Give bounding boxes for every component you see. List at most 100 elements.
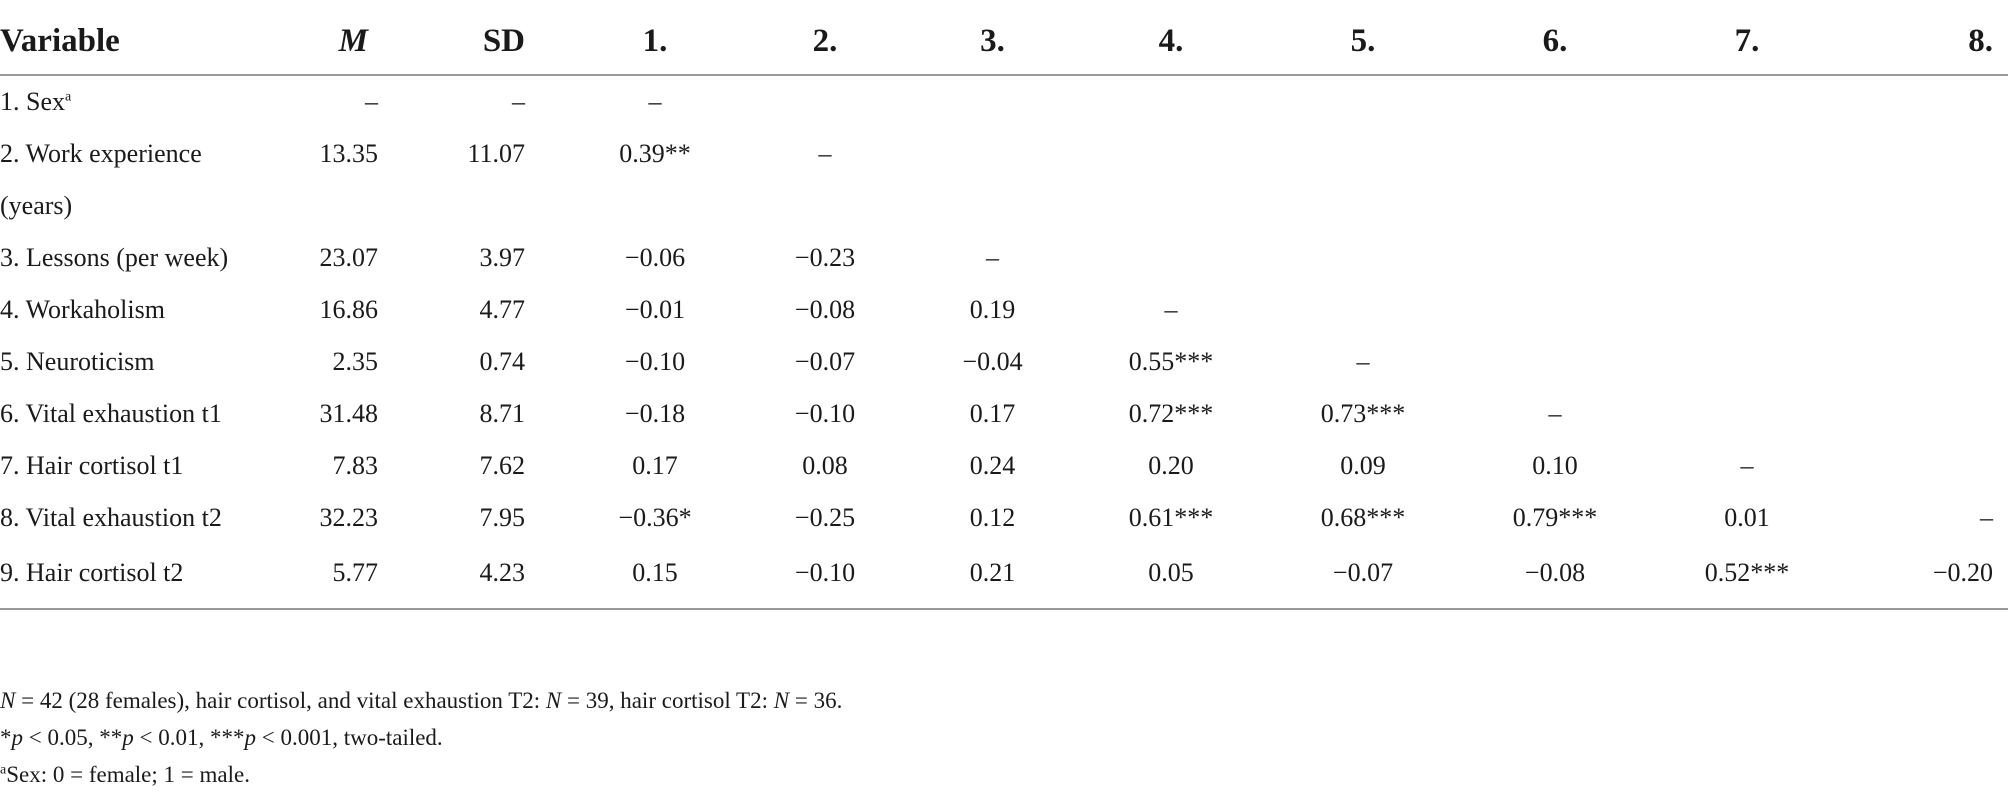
note-sex-coding: aSex: 0 = female; 1 = male. xyxy=(0,762,250,787)
table-row: 3. Lessons (per week) 23.07 3.97 −0.06 −… xyxy=(0,232,2008,284)
corr-cell-1: −0.06 xyxy=(624,243,686,272)
header-sd: SD xyxy=(400,8,570,76)
header-col-7: 7. xyxy=(1651,8,1843,76)
corr-cell-2: −0.10 xyxy=(794,399,856,428)
table-row: 1. Sexa – – – xyxy=(0,75,2008,128)
corr-cell-2 xyxy=(740,75,910,128)
corr-cell-8 xyxy=(1843,336,2008,388)
row-variable-label: 2. Work experience xyxy=(0,139,202,168)
corr-cell-6: – xyxy=(1548,399,1562,428)
row-variable-label: 5. Neuroticism xyxy=(0,347,155,376)
corr-cell-3 xyxy=(910,75,1075,128)
header-mean: M xyxy=(300,8,400,76)
table-row-continuation: (years) xyxy=(0,180,2008,232)
corr-cell-1: 0.15 xyxy=(570,544,740,610)
table-body: 1. Sexa – – – 2. Work experience 13.35 1… xyxy=(0,75,2008,610)
table-row: 6. Vital exhaustion t1 31.48 8.71 −0.18 … xyxy=(0,388,2008,440)
corr-cell-1: 0.39** xyxy=(619,139,691,168)
corr-cell-6: 0.10 xyxy=(1532,451,1578,480)
footnote-marker: a xyxy=(65,89,72,105)
corr-cell-1: – xyxy=(648,87,662,116)
corr-cell-1: −0.36* xyxy=(618,503,692,532)
corr-cell-7 xyxy=(1651,75,1843,128)
corr-cell-5: −0.07 xyxy=(1267,544,1459,610)
corr-cell-3: 0.21 xyxy=(910,544,1075,610)
corr-cell-8 xyxy=(1843,388,2008,440)
mean-cell: 5.77 xyxy=(300,544,400,610)
corr-cell-6 xyxy=(1459,128,1651,180)
table-header: Variable M SD 1. 2. 3. 4. 5. 6. 7. 8. xyxy=(0,8,2008,76)
corr-cell-7 xyxy=(1651,128,1843,180)
header-row: Variable M SD 1. 2. 3. 4. 5. 6. 7. 8. xyxy=(0,8,2008,76)
header-col-1: 1. xyxy=(570,8,740,76)
corr-cell-1: −0.10 xyxy=(624,347,686,376)
mean-cell: 23.07 xyxy=(319,243,379,272)
corr-cell-3: – xyxy=(986,243,999,272)
corr-cell-7: 0.01 xyxy=(1724,503,1770,532)
corr-cell-3: 0.24 xyxy=(969,451,1016,480)
mean-cell: – xyxy=(365,87,378,116)
corr-cell-5 xyxy=(1267,128,1459,180)
corr-cell-5 xyxy=(1267,75,1459,128)
corr-cell-4 xyxy=(1075,75,1267,128)
mean-cell: 7.83 xyxy=(332,451,379,480)
row-variable-cell: 1. Sexa xyxy=(0,75,300,128)
corr-cell-6 xyxy=(1459,232,1651,284)
corr-cell-8: – xyxy=(1980,503,1993,532)
sd-cell: 7.95 xyxy=(479,503,526,532)
corr-cell-2: −0.10 xyxy=(740,544,910,610)
row-variable-label: 1. Sex xyxy=(0,87,65,116)
sd-cell: 7.62 xyxy=(479,451,526,480)
corr-cell-6: −0.08 xyxy=(1459,544,1651,610)
corr-cell-5: 0.68*** xyxy=(1320,503,1406,532)
corr-cell-1: −0.18 xyxy=(624,399,686,428)
corr-cell-2: −0.08 xyxy=(794,295,856,324)
table-notes: N = 42 (28 females), hair cortisol, and … xyxy=(0,682,842,793)
corr-cell-8 xyxy=(1843,440,2008,492)
row-variable-label: 4. Workaholism xyxy=(0,295,165,324)
corr-cell-6 xyxy=(1459,75,1651,128)
sd-cell: 11.07 xyxy=(467,139,525,168)
corr-cell-4: 0.55*** xyxy=(1128,347,1214,376)
corr-cell-2: – xyxy=(818,139,832,168)
mean-cell: 32.23 xyxy=(319,503,379,532)
row-variable-label: 8. Vital exhaustion t2 xyxy=(0,503,222,532)
corr-cell-4 xyxy=(1075,128,1267,180)
corr-cell-6: 0.79*** xyxy=(1512,503,1598,532)
row-variable-label: 7. Hair cortisol t1 xyxy=(0,451,184,480)
corr-cell-3 xyxy=(910,128,1075,180)
corr-cell-8 xyxy=(1843,232,2008,284)
corr-cell-3: 0.17 xyxy=(969,399,1016,428)
row-variable-label: 6. Vital exhaustion t1 xyxy=(0,399,222,428)
corr-cell-1: 0.17 xyxy=(632,451,678,480)
table-row: 7. Hair cortisol t1 7.83 7.62 0.17 0.08 … xyxy=(0,440,2008,492)
corr-cell-3: −0.04 xyxy=(962,347,1023,376)
header-variable: Variable xyxy=(0,8,300,76)
corr-cell-5 xyxy=(1267,284,1459,336)
corr-cell-3: 0.19 xyxy=(969,295,1016,324)
header-col-2: 2. xyxy=(740,8,910,76)
corr-cell-6 xyxy=(1459,336,1651,388)
corr-cell-1: −0.01 xyxy=(624,295,686,324)
corr-cell-8 xyxy=(1843,128,2008,180)
row-variable-label: 3. Lessons (per week) xyxy=(0,243,229,272)
corr-cell-5: 0.73*** xyxy=(1320,399,1406,428)
corr-cell-4: 0.72*** xyxy=(1128,399,1214,428)
corr-cell-4: 0.05 xyxy=(1075,544,1267,610)
header-col-6: 6. xyxy=(1459,8,1651,76)
header-col-3: 3. xyxy=(910,8,1075,76)
corr-cell-4: 0.61*** xyxy=(1128,503,1214,532)
corr-cell-6 xyxy=(1459,284,1651,336)
corr-cell-8: −0.20 xyxy=(1843,544,2008,610)
corr-cell-2: −0.23 xyxy=(794,243,856,272)
table-row: 2. Work experience 13.35 11.07 0.39** – xyxy=(0,128,2008,180)
footnote-marker: a xyxy=(0,762,7,778)
table-row: 9. Hair cortisol t2 5.77 4.23 0.15 −0.10… xyxy=(0,544,2008,610)
correlation-table-container: Variable M SD 1. 2. 3. 4. 5. 6. 7. 8. 1.… xyxy=(0,8,2008,610)
sd-cell: – xyxy=(512,87,525,116)
corr-cell-7 xyxy=(1651,232,1843,284)
header-col-8: 8. xyxy=(1843,8,2008,76)
header-col-5: 5. xyxy=(1267,8,1459,76)
sd-cell: 3.97 xyxy=(479,243,526,272)
table-row: 4. Workaholism 16.86 4.77 −0.01 −0.08 0.… xyxy=(0,284,2008,336)
